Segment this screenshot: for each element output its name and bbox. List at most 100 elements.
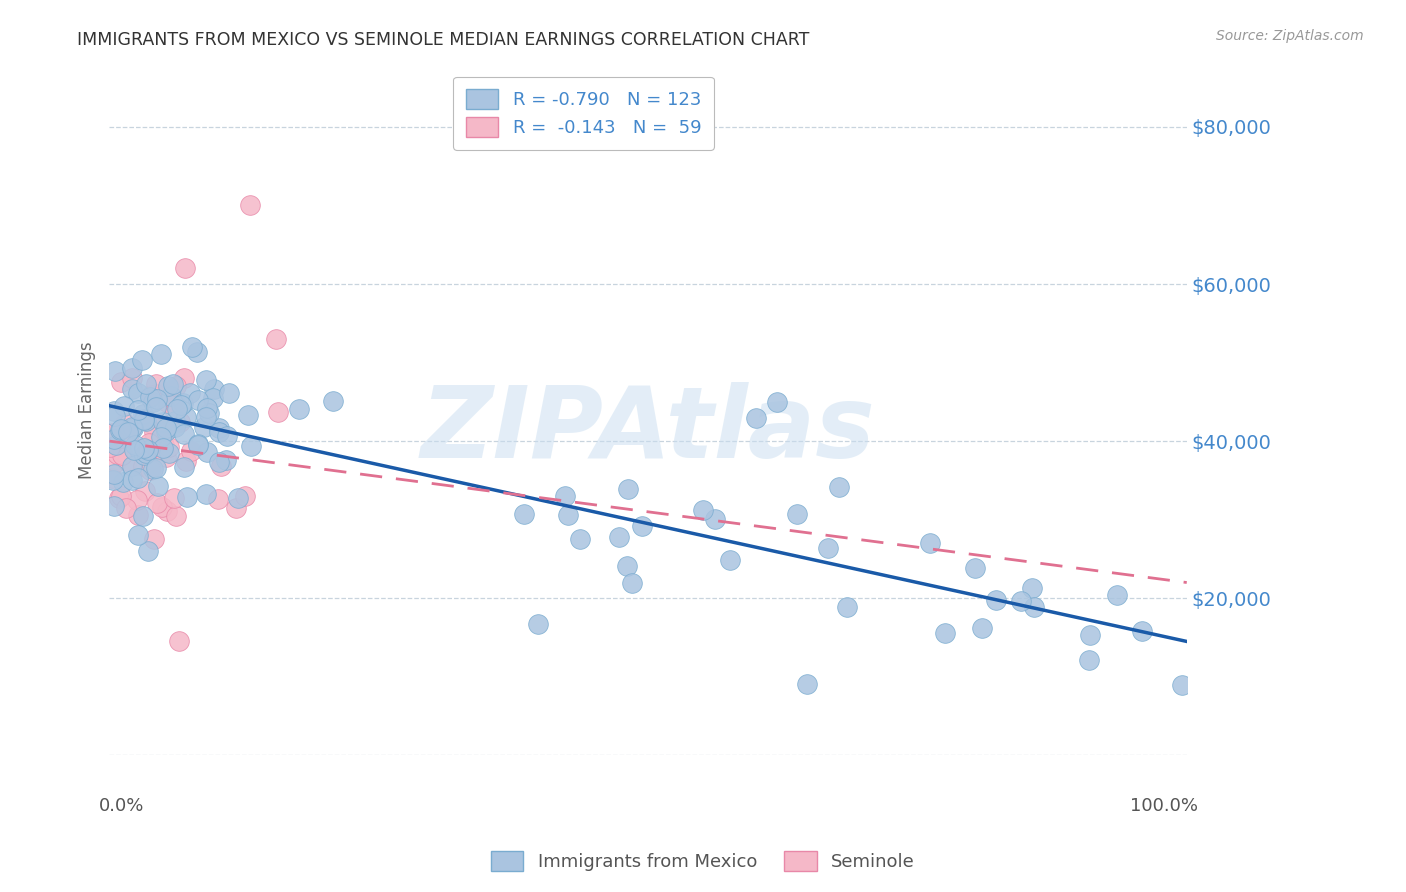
Point xyxy=(103,432,125,446)
Point xyxy=(233,489,256,503)
Point xyxy=(176,490,198,504)
Point xyxy=(226,491,249,505)
Point xyxy=(138,443,160,458)
Point xyxy=(146,479,169,493)
Point xyxy=(111,445,134,459)
Point xyxy=(207,421,229,435)
Point xyxy=(132,459,155,474)
Point xyxy=(609,530,631,544)
Point xyxy=(195,445,218,459)
Point xyxy=(170,398,193,412)
Point xyxy=(557,508,579,522)
Point xyxy=(718,553,741,567)
Point xyxy=(172,396,194,410)
Point xyxy=(152,441,174,455)
Point xyxy=(108,423,131,437)
Point xyxy=(139,463,162,477)
Point xyxy=(569,532,592,546)
Point xyxy=(127,492,149,507)
Point xyxy=(162,377,184,392)
Text: ZIPAtlas: ZIPAtlas xyxy=(420,382,876,479)
Point xyxy=(934,626,956,640)
Point xyxy=(986,592,1008,607)
Point xyxy=(1078,627,1101,641)
Point xyxy=(117,454,139,468)
Point xyxy=(209,459,232,474)
Point xyxy=(127,385,149,400)
Point xyxy=(972,620,994,634)
Point xyxy=(141,417,163,431)
Point xyxy=(513,507,536,521)
Point xyxy=(112,399,135,413)
Point xyxy=(127,402,149,417)
Point xyxy=(122,421,145,435)
Point xyxy=(163,392,186,407)
Legend: R = -0.790   N = 123, R =  -0.143   N =  59: R = -0.790 N = 123, R = -0.143 N = 59 xyxy=(453,77,714,150)
Point xyxy=(835,599,858,614)
Point xyxy=(786,507,808,521)
Point xyxy=(202,392,225,406)
Point xyxy=(121,458,143,473)
Point xyxy=(143,425,166,439)
Point xyxy=(174,409,197,424)
Point xyxy=(141,435,163,450)
Point xyxy=(156,395,179,409)
Point xyxy=(157,440,180,454)
Point xyxy=(134,484,156,499)
Point xyxy=(121,383,143,397)
Point xyxy=(105,425,128,440)
Point xyxy=(103,467,125,482)
Point xyxy=(118,427,141,442)
Point xyxy=(132,509,155,524)
Point xyxy=(621,575,644,590)
Point xyxy=(218,385,240,400)
Point xyxy=(103,404,125,418)
Point xyxy=(149,347,172,361)
Point xyxy=(963,560,986,574)
Point xyxy=(165,379,187,393)
Point xyxy=(1077,653,1099,667)
Point xyxy=(195,401,218,416)
Point xyxy=(193,420,215,434)
Point xyxy=(322,393,344,408)
Point xyxy=(157,446,180,460)
Point xyxy=(138,390,160,404)
Y-axis label: Median Earnings: Median Earnings xyxy=(79,341,96,478)
Point xyxy=(554,489,576,503)
Text: 0.0%: 0.0% xyxy=(98,797,143,814)
Point xyxy=(132,449,155,463)
Point xyxy=(163,420,186,434)
Point xyxy=(111,431,134,445)
Point xyxy=(766,395,789,409)
Point xyxy=(186,345,208,359)
Point xyxy=(187,392,209,407)
Point xyxy=(149,430,172,444)
Point xyxy=(163,491,186,506)
Point xyxy=(692,503,714,517)
Point xyxy=(288,402,311,417)
Point xyxy=(127,508,149,523)
Point xyxy=(145,387,167,401)
Point xyxy=(208,455,231,469)
Point xyxy=(616,482,638,496)
Point xyxy=(208,425,231,439)
Point xyxy=(207,492,229,507)
Point xyxy=(111,449,134,463)
Point xyxy=(145,400,167,414)
Point xyxy=(745,410,768,425)
Point xyxy=(267,405,290,419)
Point xyxy=(104,409,127,423)
Point xyxy=(225,501,247,516)
Point xyxy=(103,426,125,441)
Point xyxy=(121,360,143,375)
Point xyxy=(194,410,217,425)
Point xyxy=(101,435,124,450)
Point xyxy=(174,454,197,468)
Point xyxy=(132,412,155,426)
Point xyxy=(195,373,218,387)
Point xyxy=(141,462,163,476)
Point xyxy=(817,541,839,555)
Point xyxy=(1130,624,1153,639)
Point xyxy=(141,387,163,401)
Text: IMMIGRANTS FROM MEXICO VS SEMINOLE MEDIAN EARNINGS CORRELATION CHART: IMMIGRANTS FROM MEXICO VS SEMINOLE MEDIA… xyxy=(77,31,810,49)
